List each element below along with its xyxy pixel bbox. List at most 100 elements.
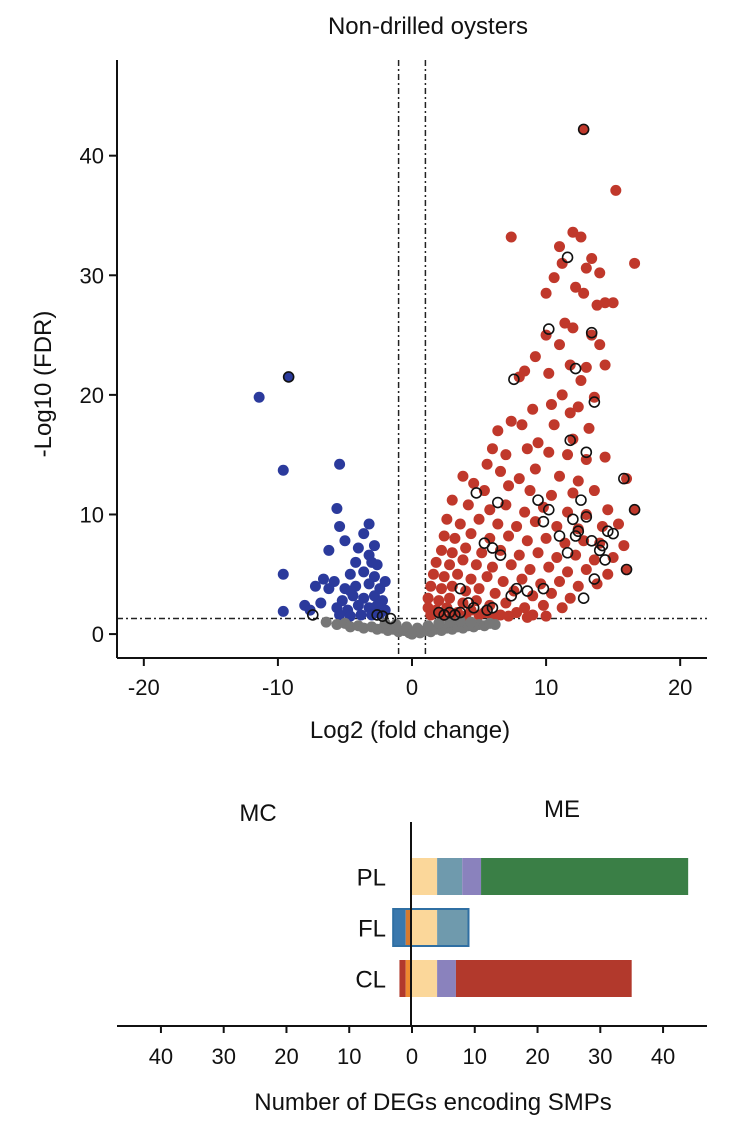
bar-category-labels: PL FL CL [355,865,386,994]
highlight-point-3-12 [532,494,544,506]
data-point-0-133 [473,583,485,595]
data-point-0-36 [527,403,539,415]
data-point-0-119 [438,571,450,583]
data-point-0-99 [476,547,488,559]
data-point-1-40 [309,580,321,592]
data-point-0-90 [521,535,533,547]
data-point-0-109 [457,554,469,566]
data-point-0-86 [449,532,461,544]
data-point-0-3 [505,231,517,243]
data-point-0-138 [564,592,576,604]
bar-x-tick-label-2: 20 [274,1044,298,1069]
data-point-1-29 [352,599,364,611]
bar-x-tick-label-7: 30 [588,1044,612,1069]
highlight-point-3-52 [384,612,397,625]
data-point-1-45 [315,597,327,609]
volcano-y-axis-label: -Log10 (FDR) [30,311,57,458]
data-point-0-61 [503,480,515,492]
data-point-0-85 [438,530,450,542]
data-point-0-41 [583,422,595,434]
bar-pl-segment-2-lavender [462,858,482,895]
bar-x-tick-label-5: 10 [463,1044,487,1069]
x-tick-label-1: -10 [262,675,294,700]
data-point-0-75 [441,513,453,525]
highlight-point-3-38 [537,582,550,595]
highlight-point-3-42 [481,604,493,616]
bar-x-tick-label-6: 20 [525,1044,549,1069]
data-point-0-121 [465,573,477,585]
category-label-cl: CL [355,967,386,994]
data-point-0-81 [551,520,563,532]
data-point-0-38 [516,419,528,431]
data-point-0-37 [505,415,517,427]
data-point-0-105 [588,554,600,566]
data-point-0-11 [580,262,592,274]
data-point-0-46 [500,449,512,461]
highlight-point-3-22 [553,530,566,542]
bar-cl-segment-3-lavender [437,960,456,997]
data-point-0-134 [489,587,501,599]
bar-fl-segment-0-blue [393,909,406,946]
data-point-0-23 [594,339,606,351]
data-point-0-112 [505,559,517,571]
data-point-1-47 [379,575,391,587]
volcano-threshold-lines [117,60,707,658]
highlight-point-3-50 [371,609,383,621]
data-point-1-6 [339,535,351,547]
bar-cl-segment-2-tan [412,960,438,997]
data-point-0-139 [422,592,434,604]
bar-fl-outline [392,908,470,947]
highlight-point-3-37 [521,585,534,597]
bar-fl-segment-1-orange [405,909,412,946]
data-point-0-29 [543,367,555,379]
highlight-point-3-3 [585,326,598,339]
series-not-significant [320,615,501,640]
data-point-1-44 [277,605,289,617]
data-point-0-44 [532,437,544,449]
data-point-0-49 [562,449,574,461]
data-point-0-15 [607,297,619,309]
data-point-0-56 [554,470,565,482]
highlight-point-3-8 [580,446,593,459]
data-point-0-126 [554,575,565,587]
data-point-0-8 [594,267,606,279]
data-point-0-123 [497,575,509,587]
data-point-0-140 [433,595,445,607]
data-point-0-30 [575,375,587,387]
data-point-1-37 [334,609,346,621]
data-point-0-117 [602,568,614,580]
bar-x-tick-label-3: 10 [337,1044,361,1069]
volcano-plot: Non-drilled oysters -20 -10 0 10 20 0 10 20 30 4… [30,13,707,744]
highlight-point-3-31 [599,554,611,566]
data-point-0-102 [532,547,544,559]
data-point-0-18 [559,317,571,329]
volcano-x-axis-label: Log2 (fold change) [310,717,510,744]
highlight-point-3-14 [628,503,641,516]
highlight-point-3-33 [588,573,601,585]
data-point-0-129 [425,580,437,592]
data-point-0-127 [572,580,584,592]
highlight-point-3-53 [306,609,319,621]
bar-pl-segment-0-tan [412,858,438,895]
data-point-2-37 [454,615,466,627]
highlight-point-3-48 [454,606,467,619]
data-point-1-35 [355,609,367,621]
bar-pl-segment-1-steel [437,858,463,895]
data-point-0-89 [503,530,515,542]
data-point-0-145 [500,597,512,609]
data-point-1-43 [277,568,289,580]
data-point-2-31 [390,619,402,631]
y-tick-label-0: 0 [92,622,104,647]
highlight-point-3-11 [492,496,504,509]
highlight-point-3-4 [569,362,582,375]
data-point-0-148 [556,602,568,614]
bar-fl-segment-3-steel [437,909,469,946]
data-point-0-66 [446,494,458,506]
data-point-0-114 [543,561,555,573]
data-point-0-70 [519,506,531,518]
highlight-point-3-43 [486,601,499,614]
data-point-1-4 [331,503,343,514]
y-tick-label-1: 10 [80,502,104,527]
data-point-0-17 [540,287,552,299]
